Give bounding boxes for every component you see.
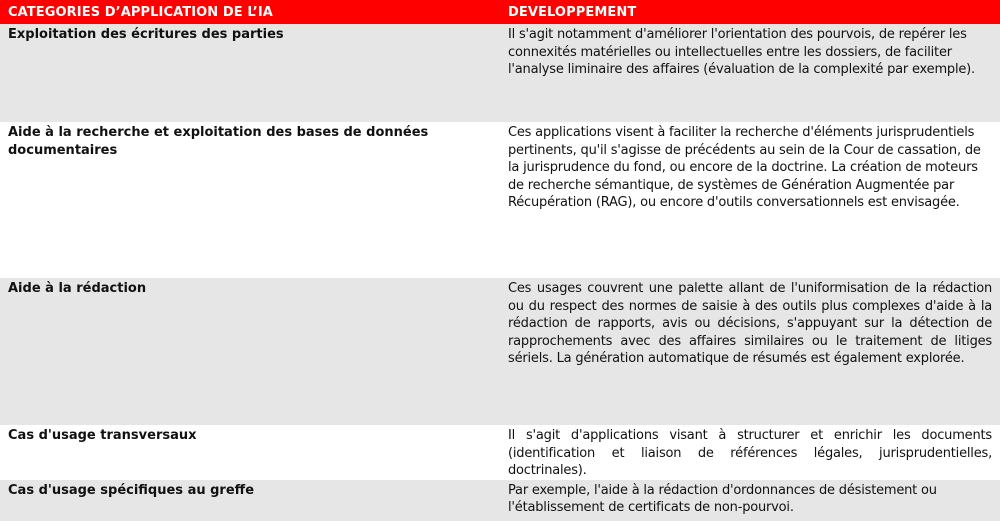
table-header-row: CATEGORIES D’APPLICATION DE L’IA DEVELOP…	[0, 0, 1000, 24]
development-cell: Par exemple, l'aide à la rédaction d'ord…	[500, 479, 1000, 521]
development-cell: Il s'agit notamment d'améliorer l'orient…	[500, 24, 1000, 122]
development-cell: Il s'agit d'applications visant à struct…	[508, 428, 992, 478]
header-development: DEVELOPPEMENT	[500, 0, 1000, 24]
table-row: Aide à la recherche et exploitation des …	[0, 122, 1000, 278]
category-cell: Aide à la rédaction	[0, 278, 500, 425]
category-cell: Aide à la recherche et exploitation des …	[8, 125, 429, 158]
table-row: Exploitation des écritures des parties I…	[0, 24, 1000, 122]
development-cell: Ces usages couvrent une palette allant d…	[500, 278, 1000, 425]
development-cell: Ces applications visent à faciliter la r…	[508, 125, 981, 210]
category-cell: Cas d'usage transversaux	[8, 428, 197, 443]
table-row: Cas d'usage transversaux Il s'agit d'app…	[0, 425, 1000, 480]
category-cell: Exploitation des écritures des parties	[0, 24, 500, 122]
category-cell: Cas d'usage spécifiques au greffe	[0, 479, 500, 521]
table-row: Cas d'usage spécifiques au greffe Par ex…	[0, 479, 1000, 521]
header-categories: CATEGORIES D’APPLICATION DE L’IA	[0, 0, 500, 24]
table-row: Aide à la rédaction Ces usages couvrent …	[0, 278, 1000, 425]
